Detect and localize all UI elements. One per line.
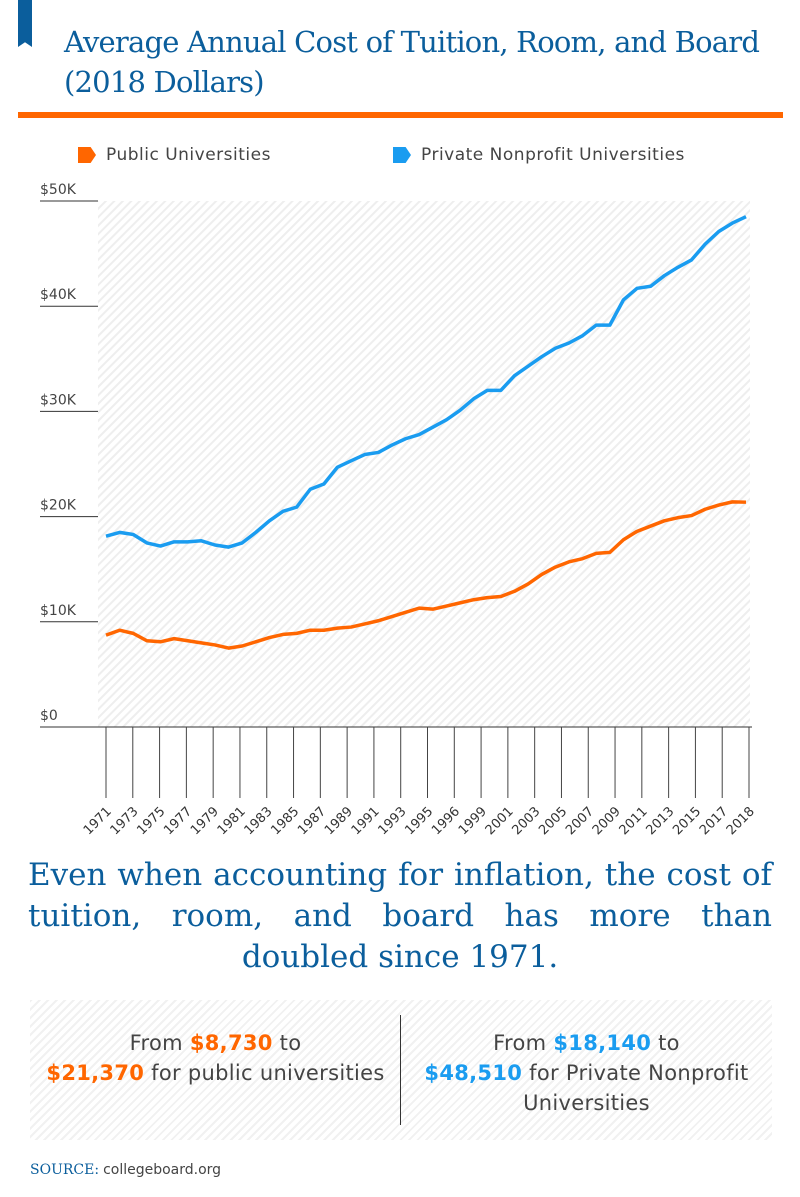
- x-tick-label: 1983: [242, 804, 276, 838]
- x-tick-label: 2007: [563, 804, 597, 838]
- legend-public: Public Universities: [78, 145, 271, 165]
- summary-text: From: [493, 1031, 554, 1055]
- x-tick-label: 1979: [188, 804, 222, 838]
- private-end-value: $48,510: [424, 1061, 523, 1085]
- line-chart: $0$10K$20K$30K$40K$50K197119731975197719…: [40, 182, 758, 838]
- page-title: Average Annual Cost of Tuition, Room, an…: [64, 25, 760, 99]
- private-series-line: [105, 215, 747, 549]
- y-tick-label: $10K: [40, 603, 77, 619]
- source-link[interactable]: collegeboard.org: [103, 1162, 222, 1178]
- summary-public: From $8,730 to $21,370 for public univer…: [30, 1028, 401, 1088]
- y-tick-label: $0: [40, 708, 58, 724]
- summary-text: From: [129, 1031, 190, 1055]
- summary-text: for public universities: [144, 1061, 385, 1085]
- public-start-value: $8,730: [189, 1031, 273, 1055]
- public-series-line: [105, 500, 747, 650]
- title-rule: [18, 112, 783, 118]
- x-tick-label: 2009: [590, 804, 624, 838]
- x-tick-label: 1995: [402, 804, 436, 838]
- x-tick-label: 2013: [643, 804, 677, 838]
- source: SOURCE: collegeboard.org: [30, 1162, 221, 1178]
- plot-area: [98, 201, 750, 727]
- public-end-value: $21,370: [46, 1061, 145, 1085]
- y-tick-label: $40K: [40, 287, 77, 303]
- summary-private: From $18,140 to $48,510 for Private Nonp…: [401, 1028, 772, 1118]
- y-tick-label: $20K: [40, 498, 77, 514]
- x-tick-label: 1996: [429, 804, 463, 838]
- legend-private: Private Nonprofit Universities: [393, 145, 685, 165]
- summary-text: to: [272, 1031, 302, 1055]
- x-tick-label: 2011: [617, 804, 651, 838]
- legend-label-public: Public Universities: [106, 145, 271, 165]
- legend-swatch-public: [78, 147, 96, 163]
- x-tick-label: 2018: [724, 804, 758, 838]
- x-tick-label: 1993: [376, 804, 410, 838]
- y-tick-label: $50K: [40, 182, 77, 198]
- y-tick-label: $30K: [40, 392, 77, 408]
- bookmark-icon: [18, 0, 32, 47]
- legend-label-private: Private Nonprofit Universities: [421, 145, 685, 165]
- x-tick-label: 1981: [215, 804, 249, 838]
- x-tick-label: 1989: [322, 804, 356, 838]
- legend-swatch-private: [393, 147, 411, 163]
- headline: Even when accounting for inflation, the …: [28, 857, 772, 975]
- summary-box: From $8,730 to $21,370 for public univer…: [30, 1000, 772, 1140]
- source-label: SOURCE:: [30, 1162, 100, 1178]
- x-tick-label: 2015: [670, 804, 704, 838]
- private-start-value: $18,140: [553, 1031, 652, 1055]
- x-tick-label: 2001: [483, 804, 517, 838]
- x-tick-label: 2017: [697, 804, 731, 838]
- x-tick-label: 2003: [509, 804, 543, 838]
- x-tick-label: 1971: [81, 804, 115, 838]
- summary-text: for Private Nonprofit Universities: [522, 1061, 749, 1115]
- x-tick-label: 1973: [108, 804, 142, 838]
- summary-divider: [400, 1015, 401, 1125]
- x-tick-label: 1985: [268, 804, 302, 838]
- x-tick-label: 1991: [349, 804, 383, 838]
- summary-text: to: [651, 1031, 680, 1055]
- x-tick-label: 1999: [456, 804, 490, 838]
- x-tick-label: 2005: [536, 804, 570, 838]
- x-tick-label: 1987: [295, 804, 329, 838]
- x-tick-label: 1975: [134, 804, 168, 838]
- x-tick-label: 1977: [161, 804, 195, 838]
